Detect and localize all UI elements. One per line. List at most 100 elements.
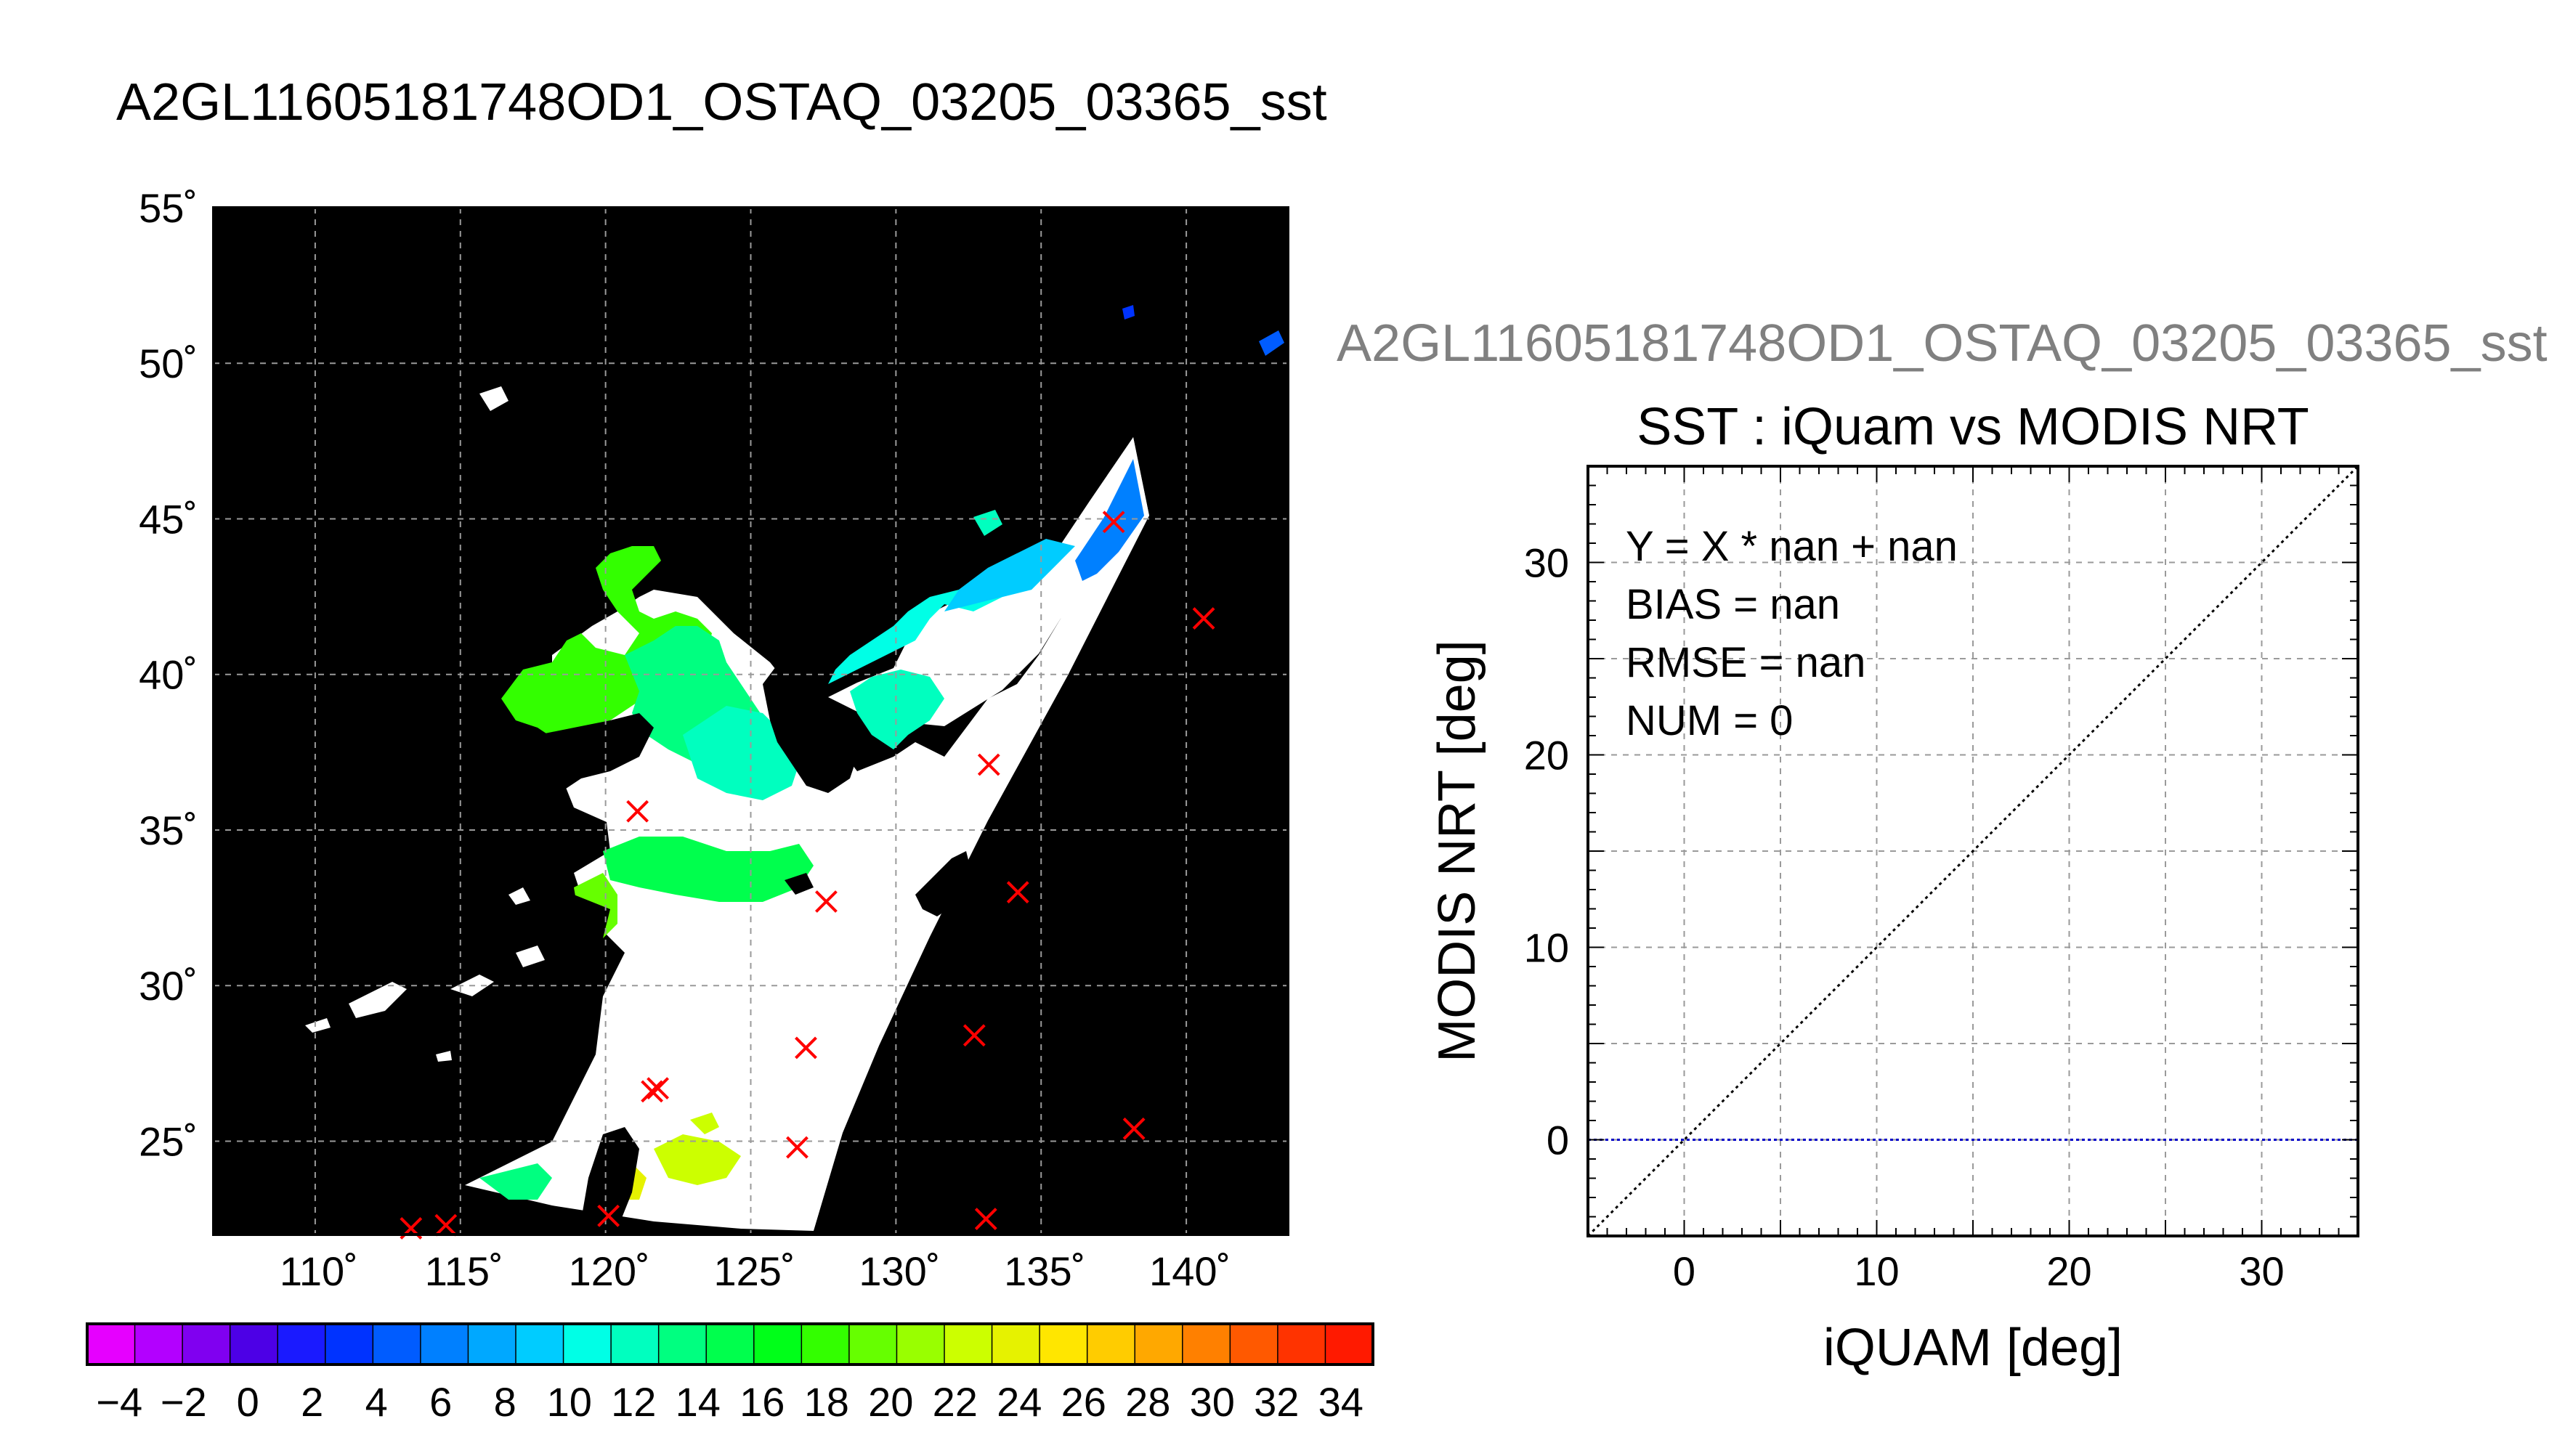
- land-china-coast: [465, 895, 610, 1185]
- map-marker-stroke: [795, 1036, 817, 1060]
- map-x-tick-label: 140˚: [1149, 1248, 1231, 1294]
- main-title: A2GL11605181748OD1_OSTAQ_03205_03365_sst: [116, 73, 1327, 131]
- land-island: [785, 873, 814, 895]
- map-y-tick-label: 40˚: [139, 652, 198, 698]
- scatter-x-tick-labels: 0 10 20 30: [1673, 1248, 2285, 1294]
- colorbar-cell: [1086, 1323, 1136, 1365]
- stat-num: NUM = 0: [1626, 697, 1793, 744]
- one-to-one-line: [1588, 466, 2358, 1236]
- colorbar-cell: [372, 1323, 422, 1365]
- map-y-tick-label: 45˚: [139, 496, 198, 542]
- colorbar-cell: [562, 1323, 612, 1365]
- scatter-x-tick-label: 10: [1854, 1248, 1899, 1294]
- scatter-y-tick-label: 0: [1547, 1118, 1569, 1163]
- map-y-tick-label: 50˚: [139, 341, 198, 386]
- scatter-stats: Y = X * nan + nan BIAS = nan RMSE = nan …: [1626, 523, 1958, 744]
- map-x-tick-label: 110˚: [280, 1248, 358, 1294]
- colorbar-tick-label: 2: [301, 1379, 323, 1425]
- map-y-tick-label: 25˚: [139, 1118, 198, 1164]
- map-marker: [795, 1036, 817, 1060]
- colorbar-tick-label: 16: [739, 1379, 785, 1425]
- swath-north-tip: [828, 437, 1149, 726]
- colorbar-cell: [848, 1323, 898, 1365]
- colorbar-cell: [229, 1323, 279, 1365]
- cloud-spots: [305, 887, 545, 1062]
- land-taiwan: [581, 1127, 639, 1235]
- ghost-title-group: A2GL11605181748OD1_OSTAQ_03205_03365_sst: [1337, 314, 2548, 373]
- colorbar-cell: [896, 1323, 946, 1365]
- scatter-x-tick-label: 0: [1673, 1248, 1695, 1294]
- map-x-tick-label: 115˚: [425, 1248, 503, 1294]
- map-marker: [974, 1208, 997, 1230]
- map-marker-stroke: [1122, 1117, 1146, 1140]
- map-marker: [963, 1024, 986, 1047]
- colorbar-cell: [1039, 1323, 1089, 1365]
- colorbar-cells: [86, 1323, 1374, 1365]
- map-marker: [647, 1077, 670, 1100]
- scatter-frame: [1586, 465, 2359, 1237]
- colorbar-cell: [610, 1323, 660, 1365]
- colorbar-tick-label: 32: [1254, 1379, 1299, 1425]
- colorbar-cell: [277, 1323, 327, 1365]
- map-marker: [597, 1204, 620, 1227]
- colorbar-cell: [991, 1323, 1041, 1365]
- colorbar-tick-label: 20: [868, 1379, 913, 1425]
- sst-patch-taiwan-strait: [654, 1134, 741, 1185]
- scatter-x-tick-label: 20: [2046, 1248, 2091, 1294]
- ghost-title: A2GL11605181748OD1_OSTAQ_03205_03365_sst: [1337, 314, 2548, 373]
- scatter-y-tick-label: 30: [1524, 540, 1569, 586]
- sst-map-panel: 110˚ 115˚ 120˚ 125˚ 130˚ 135˚ 140˚ 25˚ 30˚ 35˚ 40…: [139, 185, 1289, 1294]
- colorbar-cell: [1277, 1323, 1326, 1365]
- colorbar-frame: [86, 1322, 1374, 1366]
- colorbar-tick-label: 30: [1190, 1379, 1235, 1425]
- scatter-y-label: MODIS NRT [deg]: [1428, 640, 1486, 1062]
- colorbar-tick-label: 14: [676, 1379, 721, 1425]
- colorbar-tick-label: 18: [804, 1379, 849, 1425]
- colorbar-tick-label: 4: [365, 1379, 388, 1425]
- swath-no-data: [465, 437, 1149, 1231]
- colorbar-cell: [467, 1323, 517, 1365]
- land-shandong: [538, 713, 654, 793]
- scatter-x-label: iQUAM [deg]: [1823, 1319, 2123, 1377]
- map-marker-stroke: [1006, 881, 1029, 904]
- map-markers: [400, 511, 1215, 1240]
- colorbar-cell: [325, 1323, 374, 1365]
- colorbar-cell: [1134, 1323, 1184, 1365]
- colorbar-tick-label: 8: [494, 1379, 516, 1425]
- sst-patch-north: [944, 539, 1075, 611]
- map-marker-stroke: [434, 1213, 458, 1237]
- map-marker-stroke: [597, 1204, 620, 1227]
- map-data-layer: [305, 305, 1284, 1235]
- sst-patch-okinawa: [690, 1113, 719, 1134]
- colorbar-cell: [515, 1323, 564, 1365]
- colorbar-cell: [657, 1323, 708, 1365]
- colorbar-cell: [1229, 1323, 1279, 1365]
- map-marker: [815, 890, 838, 913]
- colorbar-tick-label: 22: [933, 1379, 978, 1425]
- colorbar-tick-label: 28: [1125, 1379, 1170, 1425]
- map-marker-stroke: [1102, 511, 1125, 534]
- colorbar-cell: [182, 1323, 232, 1365]
- map-marker-stroke: [963, 1024, 986, 1047]
- stat-bias: BIAS = nan: [1626, 581, 1840, 628]
- sst-patch-small-north: [1122, 305, 1135, 320]
- colorbar-cell: [1324, 1323, 1374, 1365]
- stat-equation: Y = X * nan + nan: [1626, 523, 1958, 570]
- map-marker-stroke: [1192, 607, 1215, 630]
- cloud-spot: [436, 1051, 452, 1062]
- colorbar-cell: [134, 1323, 184, 1365]
- cloud-spot: [349, 982, 407, 1018]
- map-marker-stroke: [641, 1080, 664, 1103]
- map-x-tick-label: 120˚: [569, 1248, 650, 1294]
- land-korea: [763, 633, 857, 793]
- sst-patch-bohai: [501, 546, 712, 742]
- map-x-tick-label: 130˚: [859, 1248, 940, 1294]
- map-marker: [641, 1080, 664, 1103]
- sst-patch-inland: [479, 386, 508, 411]
- map-marker-stroke: [977, 753, 1000, 776]
- colorbar-tick-label: 26: [1061, 1379, 1106, 1425]
- map-y-tick-label: 55˚: [139, 185, 198, 231]
- colorbar-cell: [801, 1323, 851, 1365]
